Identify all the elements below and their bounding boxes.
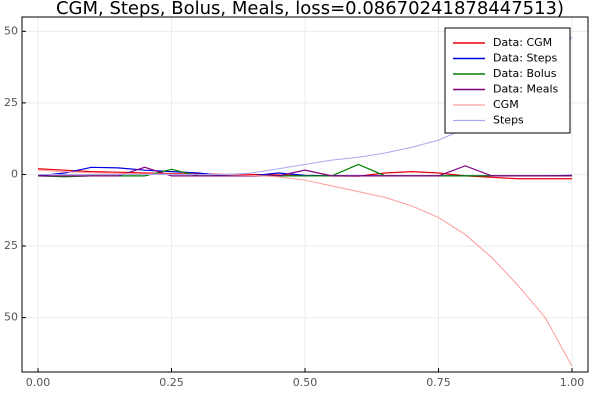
series-line xyxy=(37,169,573,367)
y-tick-label: 50 xyxy=(4,311,18,324)
legend-label: Data: CGM xyxy=(493,36,552,49)
legend-label: Data: Meals xyxy=(493,83,559,96)
y-tick-label: 25 xyxy=(4,239,18,252)
plot-frame xyxy=(21,16,589,373)
y-tick-label: 0 xyxy=(11,167,18,180)
y-tick-label: 25 xyxy=(4,96,18,109)
x-tick-label: 1.00 xyxy=(560,376,585,389)
legend-label: Steps xyxy=(493,114,524,127)
legend-label: Data: Bolus xyxy=(493,67,557,80)
series-line xyxy=(37,163,572,178)
legend-label: CGM xyxy=(493,98,519,111)
x-tick-label: 0.00 xyxy=(26,376,51,389)
chart-title: CGM, Steps, Bolus, Meals, loss=0.0867024… xyxy=(56,0,564,19)
x-tick-label: 0.25 xyxy=(159,376,184,389)
plot-area xyxy=(37,36,573,367)
legend-label: Data: Steps xyxy=(493,52,558,65)
x-tick-label: 0.50 xyxy=(293,376,318,389)
x-tick-label: 0.75 xyxy=(426,376,451,389)
y-tick-label: 50 xyxy=(4,24,18,37)
legend-box xyxy=(444,27,571,134)
